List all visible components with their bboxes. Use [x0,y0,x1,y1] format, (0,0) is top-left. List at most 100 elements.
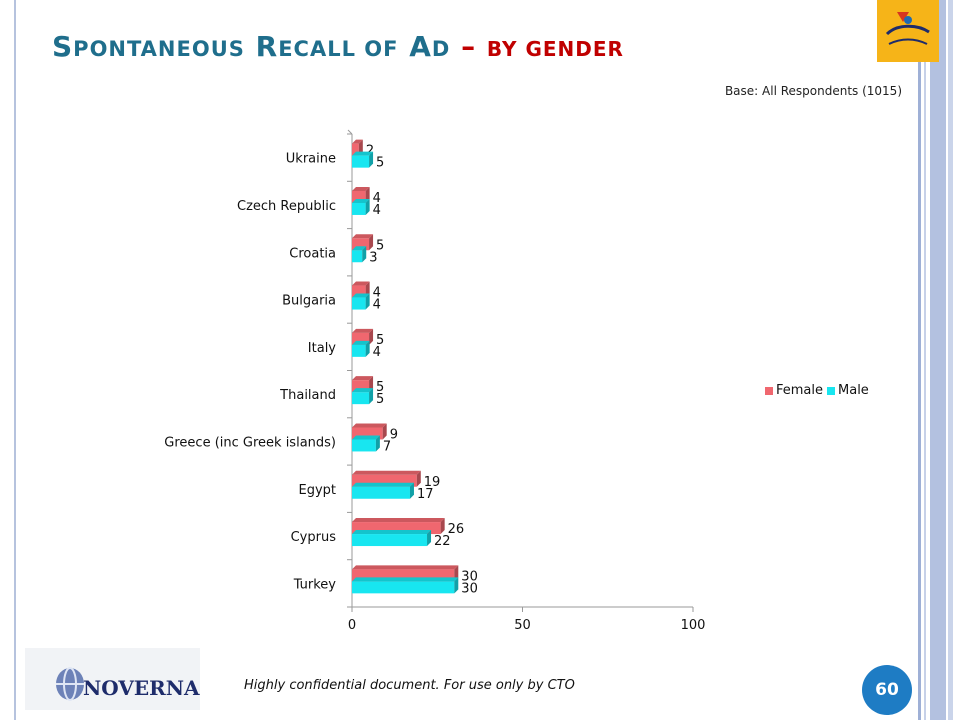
base-note: Base: All Respondents (1015) [724,84,902,98]
bar-side-female [454,565,459,582]
category-label: Ukraine [286,152,336,167]
bar-top-male [352,530,432,535]
bar-top-male [352,246,367,251]
bar-side-female [382,423,387,440]
logo-wordmark: NOVERNA [83,676,200,700]
confidentiality-note: Highly confidential document. For use on… [244,678,575,693]
bar-male [352,581,455,594]
bar-male [352,250,363,263]
category-label: Croatia [289,246,336,261]
category-label: Thailand [279,388,336,403]
bar-top-male [352,293,370,298]
data-label: 22 [434,534,451,549]
bar-male [352,486,410,499]
data-label: 5 [376,380,384,395]
legend-item-male: Male [827,383,869,398]
bar-side-male [365,293,370,310]
category-label: Bulgaria [282,294,336,309]
bar-male [352,439,376,452]
bar-side-male [369,151,374,168]
bar-female [352,143,359,156]
legend-item-female: Female [765,383,823,398]
bar-side-male [362,246,367,263]
bar-top-female [352,186,370,191]
x-tick-label: 100 [681,618,706,633]
bar-side-male [365,340,370,357]
data-label: 7 [383,439,391,454]
noverna-logo: NOVERNA [25,648,200,710]
bar-side-male [375,435,380,452]
bar-side-male [365,198,370,215]
bar-top-male [352,577,459,582]
bar-side-female [369,328,374,345]
bar-top-male [352,151,374,156]
chart-legend: Female Male [765,383,873,398]
data-label: 26 [448,522,465,537]
data-label: 5 [376,156,384,171]
bar-side-male [409,482,414,499]
bar-male [352,344,366,357]
bar-top-female [352,139,363,144]
right-frame-band [918,0,960,720]
legend-label-female: Female [776,383,824,398]
bar-side-male [427,530,432,547]
bar-male [352,155,370,168]
category-label: Turkey [293,577,337,592]
x-tick-label: 50 [514,618,531,633]
bar-top-female [352,328,374,333]
bar-top-female [352,281,370,286]
data-label: 30 [461,569,478,584]
bar-side-female [416,470,421,487]
data-label: 3 [369,250,377,265]
data-label: 17 [417,487,434,502]
category-label: Czech Republic [237,199,336,214]
legend-label-male: Male [838,383,869,398]
data-label: 19 [424,475,441,490]
data-label: 4 [373,286,381,301]
bar-top-male [352,198,370,203]
bar-top-male [352,435,380,440]
cyprus-brand-logo [877,0,939,62]
data-label: 5 [376,392,384,407]
bar-side-female [369,234,374,251]
bar-top-female [352,518,445,523]
data-label: 9 [390,427,398,442]
bar-top-male [352,482,414,487]
slide-title: Spontaneous Recall of Ad – by gender [52,30,624,63]
bar-top-male [352,388,374,393]
bar-male [352,392,370,405]
data-label: 2 [366,144,374,159]
data-label: 4 [373,203,381,218]
bar-male [352,297,366,310]
data-label: 4 [373,345,381,360]
data-label: 5 [376,333,384,348]
legend-swatch-male [827,386,836,395]
x-tick-label: 0 [348,618,356,633]
bar-top-female [352,423,387,428]
globe-icon [56,667,84,701]
data-label: 4 [373,191,381,206]
bar-top-male [352,340,370,345]
data-label: 30 [461,581,478,596]
page-number-badge: 60 [862,665,912,715]
left-frame-rule [14,0,16,720]
bar-side-male [454,577,459,594]
bar-top-female [352,565,459,570]
data-label: 5 [376,238,384,253]
category-label: Italy [308,341,337,356]
bar-side-female [365,281,370,298]
bar-male [352,202,366,215]
bar-male [352,534,428,547]
category-label: Greece (inc Greek islands) [164,435,336,450]
data-label: 4 [373,298,381,313]
category-label: Cyprus [291,530,337,545]
legend-swatch-female [765,386,773,395]
bar-top-female [352,470,421,475]
category-label: Egypt [298,483,336,498]
bar-top-female [352,376,374,381]
bar-side-female [358,139,363,156]
bar-top-female [352,234,374,239]
bar-side-male [369,388,374,405]
axis-depth-line [347,129,353,135]
